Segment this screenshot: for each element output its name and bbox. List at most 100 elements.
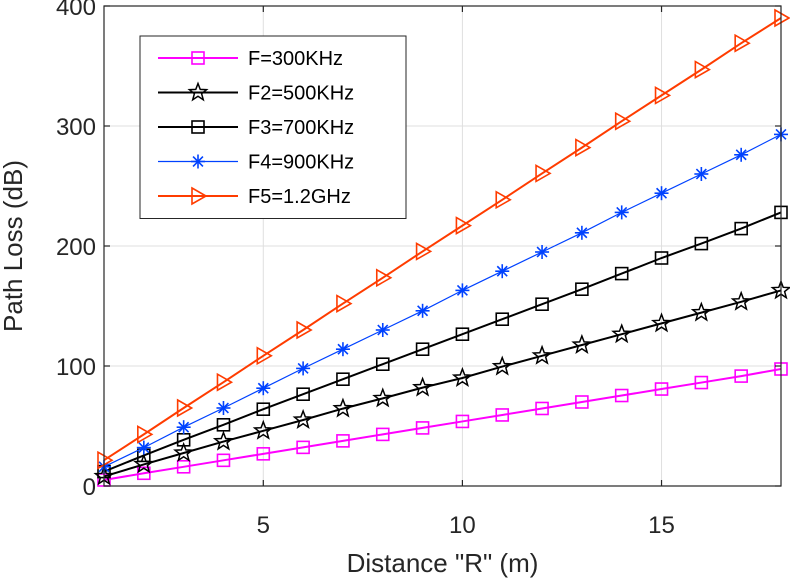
y-tick-label: 300 [56,114,96,141]
series-4 [97,127,788,474]
data-point [336,372,350,387]
data-point [654,382,669,396]
legend-label: F4=900KHz [248,152,354,174]
data-point [256,447,271,461]
asterisk-stroke [536,246,548,258]
data-point [97,450,114,470]
legend: F=300KHz F2=500KHz F3=700KHz F4=900KHz F5=1.… [139,35,407,219]
data-point [491,355,513,376]
data-point [332,397,354,418]
x-axis-title: Distance "R" (m) [347,548,539,578]
data-point [734,147,749,162]
asterisk-stroke [178,421,190,433]
data-point [571,333,593,355]
y-tick-label: 400 [56,0,96,21]
legend-marker [187,81,209,102]
data-point [535,245,550,259]
data-point [136,440,151,455]
x-tick-label: 15 [648,512,675,539]
legend-entry: F4=900KHz [158,152,354,174]
data-point [216,417,231,432]
series-2 [93,279,790,486]
data-point [296,320,313,340]
asterisk-stroke [217,402,229,414]
data-point [296,440,310,455]
data-point [252,419,274,440]
y-tick-label: 200 [56,234,96,261]
legend-label: F3=700KHz [248,117,354,139]
data-point [575,138,592,157]
data-point [614,266,629,281]
series-line [103,211,782,473]
series-line [103,289,782,478]
data-point [451,366,473,388]
data-point [412,376,434,397]
data-point [415,303,430,318]
data-point [292,408,314,430]
tick-labels: 5 10 15 0 100 200 300 400 [56,0,675,539]
data-point [734,221,748,236]
y-tick-label: 100 [56,354,96,381]
data-point [335,342,350,357]
y-tick-label: 0 [83,474,96,501]
y-axis-title: Path Loss (dB) [0,160,28,332]
legend-marker [191,154,205,169]
asterisk-stroke [192,155,204,168]
asterisk-stroke [456,284,468,296]
data-point [372,387,394,408]
data-point [375,357,390,372]
data-point [574,225,589,240]
asterisk-stroke [337,343,349,355]
data-point [336,294,353,313]
data-point [614,205,629,220]
asterisk-stroke [138,442,150,454]
x-tick-label: 5 [257,512,270,539]
data-point [694,167,709,181]
data-point [690,301,712,322]
asterisk-stroke [417,305,429,317]
data-point [654,251,669,265]
data-point [216,372,234,392]
data-point [650,312,673,333]
axes [103,5,782,487]
legend-label: F=300KHz [248,48,343,70]
series-layer [93,8,790,487]
data-point [455,216,473,235]
asterisk-stroke [297,362,309,374]
legend-label: F5=1.2GHz [248,186,351,208]
legend-label: F2=500KHz [248,83,354,105]
data-point [495,408,510,422]
data-point [375,323,390,337]
asterisk-stroke [735,149,747,161]
data-point [137,425,154,444]
data-point [176,420,191,435]
legend-marker [191,186,208,206]
legend-entry: F3=700KHz [158,117,354,139]
data-point [495,190,512,210]
data-point [296,387,310,402]
data-point [575,282,589,297]
legend-marker [191,120,205,134]
data-point [694,60,711,79]
data-point [415,342,430,357]
data-point [415,421,430,435]
legend-entry: F2=500KHz [158,81,354,105]
data-point [495,312,510,327]
data-point [531,344,553,365]
data-point [216,401,231,415]
data-point [375,268,393,288]
legend-entry: F5=1.2GHz [158,186,351,208]
data-point [535,164,552,183]
data-point [535,401,549,416]
data-point [256,381,271,396]
data-point [256,402,271,417]
series-1 [97,362,788,487]
asterisk-stroke [496,265,508,277]
data-point [575,395,589,409]
x-tick-label: 10 [449,512,476,539]
data-point [694,375,709,390]
series-line [103,368,782,481]
data-point [137,466,151,481]
